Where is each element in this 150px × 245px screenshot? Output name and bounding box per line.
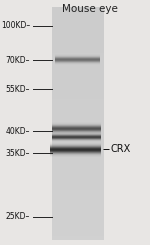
Text: 25KD–: 25KD– (6, 212, 30, 221)
Text: CRX: CRX (110, 145, 130, 154)
Text: 35KD–: 35KD– (6, 149, 30, 158)
Text: Mouse eye: Mouse eye (62, 4, 118, 14)
Text: 40KD–: 40KD– (6, 127, 30, 135)
Text: 100KD–: 100KD– (1, 21, 30, 30)
Text: 55KD–: 55KD– (6, 85, 30, 94)
Text: 70KD–: 70KD– (6, 56, 30, 64)
